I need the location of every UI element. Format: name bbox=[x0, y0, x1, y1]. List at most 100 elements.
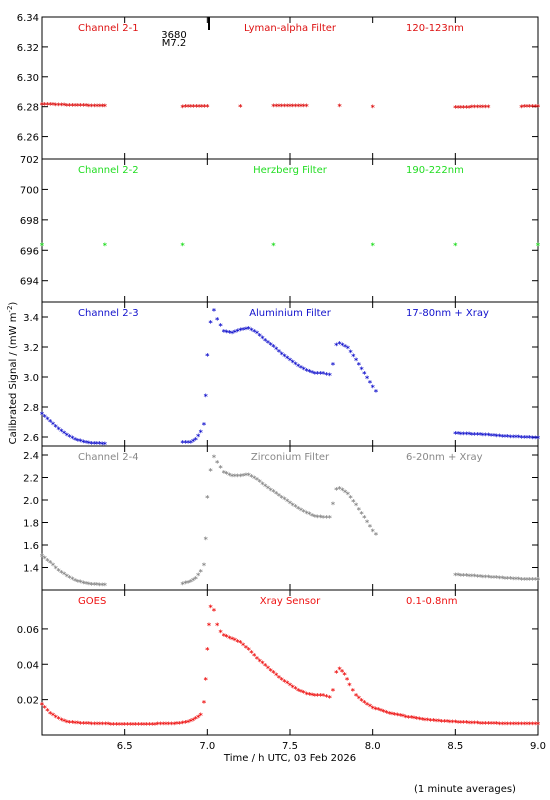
panel-channel-label: Channel 2-2 bbox=[78, 165, 139, 176]
data-point: * bbox=[365, 519, 370, 528]
data-point: * bbox=[522, 576, 527, 585]
data-point: * bbox=[73, 577, 78, 586]
data-point: * bbox=[343, 489, 348, 498]
data-point: * bbox=[100, 581, 105, 590]
data-point: * bbox=[84, 439, 89, 448]
data-point: * bbox=[65, 432, 70, 441]
data-point: * bbox=[296, 687, 301, 696]
data-point: * bbox=[180, 103, 185, 112]
data-point: * bbox=[87, 102, 92, 111]
data-point: * bbox=[269, 486, 274, 495]
data-point: * bbox=[417, 716, 422, 725]
data-point: * bbox=[357, 506, 362, 515]
data-point: * bbox=[525, 103, 530, 112]
panel-2: 694 696 698 700 702 Channel 2-2 Herzberg Filte… bbox=[20, 155, 541, 303]
data-point: * bbox=[189, 718, 194, 727]
data-point: * bbox=[299, 103, 304, 112]
data-point: * bbox=[225, 470, 230, 479]
data-point: * bbox=[81, 438, 86, 447]
data-point: * bbox=[492, 574, 497, 583]
data-point: * bbox=[106, 721, 111, 730]
data-point: * bbox=[456, 430, 461, 439]
data-point: * bbox=[271, 242, 276, 251]
data-point: * bbox=[48, 710, 53, 719]
data-point: * bbox=[90, 440, 95, 449]
data-point: * bbox=[139, 721, 144, 730]
data-point: * bbox=[54, 713, 59, 722]
data-point: * bbox=[517, 576, 522, 585]
data-point: * bbox=[371, 384, 376, 393]
data-point: * bbox=[304, 690, 309, 699]
data-point: * bbox=[473, 573, 478, 582]
data-point: * bbox=[145, 721, 150, 730]
data-point: * bbox=[90, 720, 95, 729]
data-point: * bbox=[346, 490, 351, 499]
data-point: * bbox=[186, 718, 191, 727]
y-tick-label: 696 bbox=[20, 246, 39, 257]
data-point: * bbox=[318, 692, 323, 701]
y-tick-label: 2.4 bbox=[23, 451, 39, 462]
data-point: * bbox=[194, 103, 199, 112]
x-tick-label: 8.5 bbox=[447, 741, 463, 752]
data-point: * bbox=[313, 370, 318, 379]
data-point: * bbox=[271, 343, 276, 352]
data-point: * bbox=[302, 689, 307, 698]
panel-filter-label: Zirconium Filter bbox=[251, 452, 330, 463]
data-point: * bbox=[331, 501, 336, 510]
data-point: * bbox=[285, 498, 290, 507]
data-point: * bbox=[456, 104, 461, 113]
data-point: * bbox=[191, 716, 196, 725]
data-point: * bbox=[43, 555, 48, 564]
data-point: * bbox=[209, 604, 214, 613]
data-point: * bbox=[100, 102, 105, 111]
data-point: * bbox=[45, 101, 50, 110]
data-point: * bbox=[238, 639, 243, 648]
data-point: * bbox=[349, 349, 354, 358]
data-point: * bbox=[456, 719, 461, 728]
data-point: * bbox=[285, 103, 290, 112]
data-point: * bbox=[277, 674, 282, 683]
data-point: * bbox=[62, 102, 67, 111]
data-point: * bbox=[409, 714, 414, 723]
data-point: * bbox=[525, 576, 530, 585]
data-point: * bbox=[492, 432, 497, 441]
panel-filter-label: Herzberg Filter bbox=[253, 165, 328, 176]
panel-4: 1.4 1.6 1.8 2.0 2.2 2.4 Channel 2-4 Zirconium F… bbox=[23, 445, 541, 591]
data-point: * bbox=[475, 720, 480, 729]
data-point: * bbox=[241, 641, 246, 650]
data-point: * bbox=[533, 576, 538, 585]
data-point: * bbox=[536, 242, 541, 251]
panel-filter-label: Aluminium Filter bbox=[249, 308, 332, 319]
data-point: * bbox=[56, 101, 61, 110]
data-point: * bbox=[40, 242, 45, 251]
x-tick-label: 7.5 bbox=[282, 741, 298, 752]
y-tick-label: 3.0 bbox=[23, 373, 39, 384]
data-point: * bbox=[390, 710, 395, 719]
data-point: * bbox=[205, 103, 210, 112]
data-point: * bbox=[62, 571, 67, 580]
data-point: * bbox=[244, 644, 249, 653]
data-point: * bbox=[379, 707, 384, 716]
data-point: * bbox=[222, 328, 227, 337]
data-point: * bbox=[530, 434, 535, 443]
data-point: * bbox=[453, 571, 458, 580]
data-point: * bbox=[56, 715, 61, 724]
data-point: * bbox=[249, 473, 254, 482]
y-tick-label: 698 bbox=[20, 216, 39, 227]
panel-channel-label: Channel 2-1 bbox=[78, 23, 139, 34]
data-point: * bbox=[280, 494, 285, 503]
data-point: * bbox=[123, 721, 128, 730]
data-point: * bbox=[497, 574, 502, 583]
data-point: * bbox=[357, 361, 362, 370]
data-point: * bbox=[200, 103, 205, 112]
data-point: * bbox=[183, 439, 188, 448]
data-point: * bbox=[302, 508, 307, 517]
data-point: * bbox=[514, 721, 519, 730]
y-axis-label-close: ) bbox=[8, 302, 19, 306]
data-point: * bbox=[473, 431, 478, 440]
data-point: * bbox=[368, 523, 373, 532]
data-point: * bbox=[78, 579, 83, 588]
data-point: * bbox=[346, 345, 351, 354]
data-point: * bbox=[310, 369, 315, 378]
data-point: * bbox=[197, 103, 202, 112]
